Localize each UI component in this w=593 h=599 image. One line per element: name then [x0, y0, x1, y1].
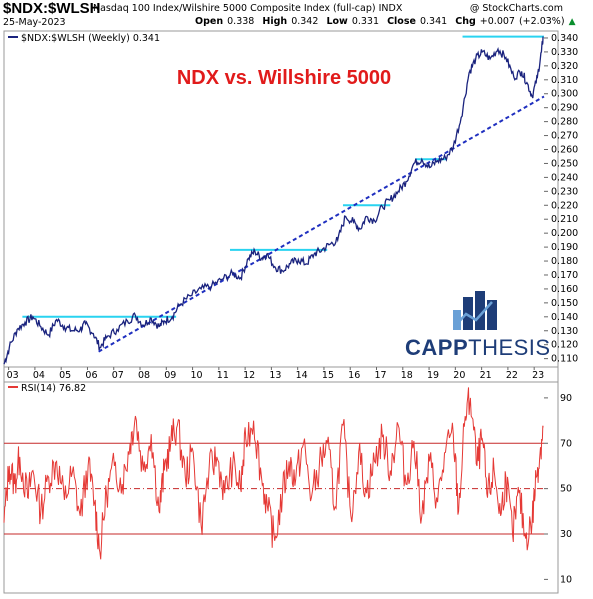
- rsi-legend-text: RSI(14) 76.82: [21, 383, 86, 394]
- x-tick-label: 08: [138, 370, 150, 381]
- chg-value: +0.007 (+2.03%): [479, 16, 565, 27]
- x-tick-label: 22: [506, 370, 518, 381]
- x-tick-label: 05: [59, 370, 71, 381]
- x-tick-label: 23: [532, 370, 544, 381]
- price-y-tick-label: 0.190: [551, 242, 578, 253]
- x-tick-label: 03: [7, 370, 19, 381]
- capp-thesis-logo: CAPPTHESIS: [405, 335, 551, 361]
- x-tick-label: 04: [33, 370, 45, 381]
- price-y-tick-label: 0.200: [551, 228, 578, 239]
- price-y-tick-label: 0.310: [551, 75, 578, 86]
- x-tick-label: 12: [243, 370, 255, 381]
- rsi-y-tick-label: 70: [560, 438, 572, 449]
- price-y-tick-label: 0.300: [551, 89, 578, 100]
- ticker-symbol: $NDX:$WLSH: [3, 0, 101, 17]
- price-y-tick-label: 0.280: [551, 117, 578, 128]
- price-y-tick-label: 0.230: [551, 186, 578, 197]
- high-label: High: [262, 16, 288, 27]
- chart-header: $NDX:$WLSH Nasdaq 100 Index/Wilshire 500…: [0, 0, 593, 31]
- x-tick-label: 10: [191, 370, 203, 381]
- chg-up-arrow-icon: ▲: [568, 17, 576, 27]
- price-y-tick-label: 0.320: [551, 61, 578, 72]
- chart-date: 25-May-2023: [3, 17, 66, 28]
- resistance-lines: [22, 35, 544, 318]
- x-axis-ticks: 03 04 05 06 07 08 09 10 11 12 13 14 15 16 17 18 19 20 21 22…: [7, 367, 544, 381]
- low-label: Low: [326, 16, 348, 27]
- trendline: [98, 95, 545, 353]
- logo-light-text: THESIS: [468, 335, 551, 360]
- x-tick-label: 09: [164, 370, 176, 381]
- x-tick-label: 07: [112, 370, 124, 381]
- ohlc-readout: Open 0.338 High 0.342 Low 0.331 Close 0.…: [195, 16, 575, 27]
- x-tick-label: 20: [453, 370, 465, 381]
- rsi-y-tick-label: 10: [560, 574, 572, 585]
- close-label: Close: [387, 16, 416, 27]
- price-y-tick-label: 0.150: [551, 298, 578, 309]
- x-tick-label: 14: [296, 370, 308, 381]
- price-y-tick-label: 0.260: [551, 145, 578, 156]
- price-y-tick-label: 0.170: [551, 270, 578, 281]
- rsi-y-tick-label: 30: [560, 529, 572, 540]
- price-y-tick-label: 0.240: [551, 172, 578, 183]
- rsi-y-tick-label: 90: [560, 393, 572, 404]
- chg-label: Chg: [455, 16, 476, 27]
- x-tick-label: 06: [85, 370, 97, 381]
- chart-title: NDX vs. Willshire 5000: [177, 67, 391, 89]
- capp-thesis-logo-icon: [453, 291, 497, 330]
- x-tick-label: 15: [322, 370, 334, 381]
- price-y-tick-label: 0.330: [551, 47, 578, 58]
- price-y-tick-label: 0.220: [551, 200, 578, 211]
- ticker-description: Nasdaq 100 Index/Wilshire 5000 Composite…: [93, 3, 403, 14]
- price-y-tick-label: 0.340: [551, 33, 578, 44]
- x-tick-label: 21: [480, 370, 492, 381]
- x-tick-label: 13: [269, 370, 281, 381]
- rsi-series-line: [3, 387, 544, 560]
- open-value: 0.338: [227, 16, 255, 27]
- price-legend: $NDX:$WLSH (Weekly) 0.341: [8, 33, 160, 44]
- x-tick-label: 11: [217, 370, 229, 381]
- high-value: 0.342: [291, 16, 319, 27]
- rsi-legend: RSI(14) 76.82: [8, 383, 86, 394]
- price-y-tick-label: 0.120: [551, 340, 578, 351]
- price-y-tick-label: 0.270: [551, 131, 578, 142]
- close-value: 0.341: [419, 16, 448, 27]
- price-legend-text: $NDX:$WLSH (Weekly) 0.341: [21, 33, 160, 44]
- logo-bold-text: CAPP: [405, 335, 469, 360]
- x-tick-label: 19: [427, 370, 439, 381]
- stockcharts-watermark[interactable]: @ StockCharts.com: [469, 3, 563, 14]
- open-label: Open: [195, 16, 224, 27]
- price-y-ticks: 0.340 0.330 0.320 0.310 0.300 0.290 0.280 0.270…: [544, 33, 578, 365]
- low-value: 0.331: [351, 16, 380, 27]
- x-tick-label: 18: [401, 370, 413, 381]
- price-y-tick-label: 0.250: [551, 158, 578, 169]
- price-y-tick-label: 0.110: [551, 354, 578, 365]
- price-series-line: [3, 36, 544, 365]
- price-y-tick-label: 0.210: [551, 214, 578, 225]
- x-tick-label: 17: [374, 370, 386, 381]
- price-y-tick-label: 0.130: [551, 326, 578, 337]
- price-y-tick-label: 0.290: [551, 103, 578, 114]
- price-y-tick-label: 0.180: [551, 256, 578, 267]
- x-tick-label: 16: [348, 370, 360, 381]
- rsi-y-tick-label: 50: [560, 484, 572, 495]
- price-y-tick-label: 0.140: [551, 312, 578, 323]
- x-axis-band: [3, 366, 559, 383]
- rsi-y-ticks: 90 70 50 30 10: [544, 393, 572, 585]
- price-y-tick-label: 0.160: [551, 284, 578, 295]
